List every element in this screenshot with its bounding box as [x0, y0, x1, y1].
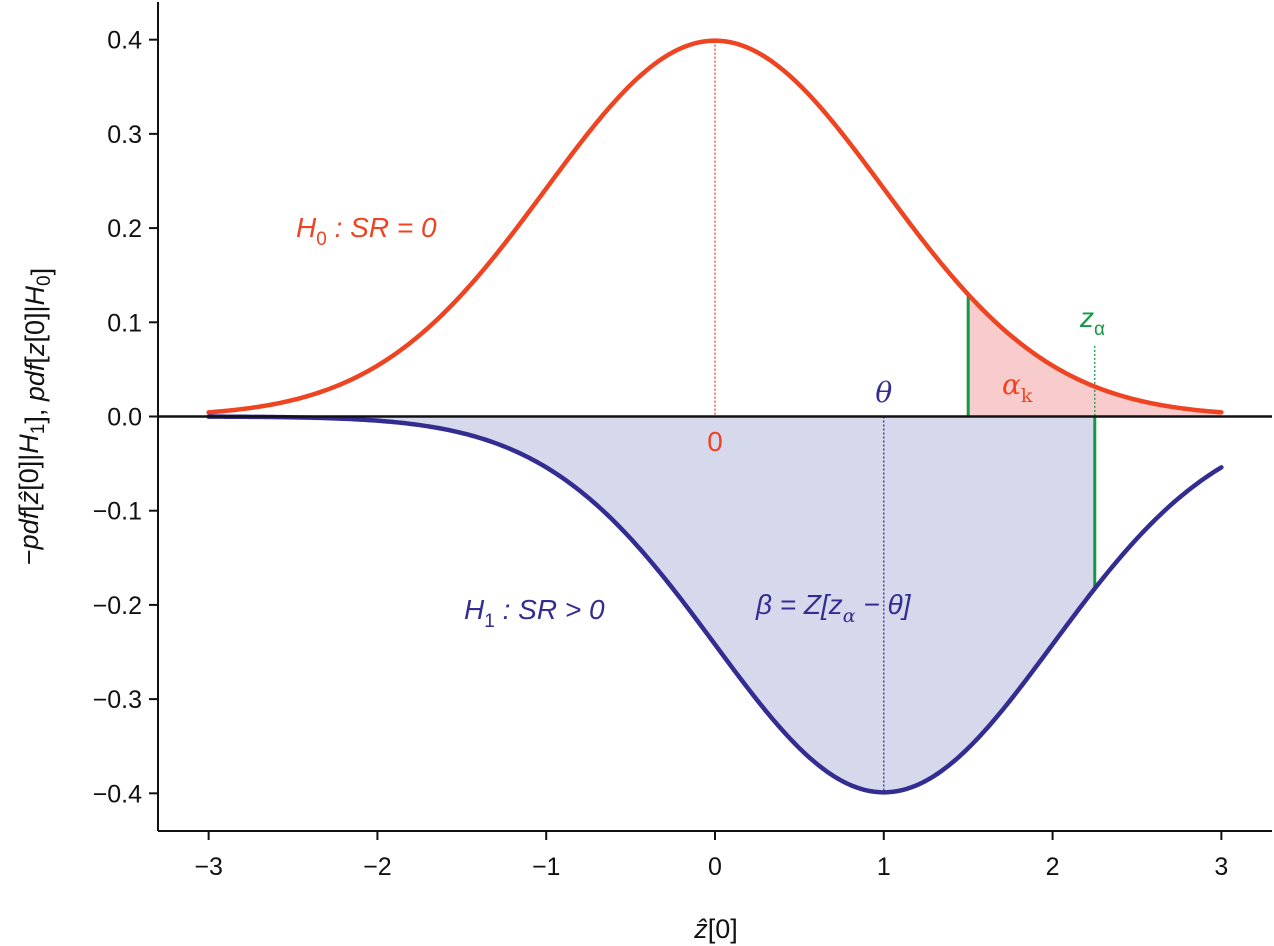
x-tick-label: 3 [1214, 853, 1228, 881]
y-tick-label: 0.0 [107, 404, 142, 432]
zero-label: 0 [707, 426, 723, 457]
y-tick-label: −0.4 [93, 780, 142, 808]
x-tick-label: 2 [1046, 853, 1060, 881]
y-tick-label: −0.3 [93, 686, 142, 714]
x-tick-label: 0 [708, 853, 722, 881]
y-tick-label: 0.2 [107, 215, 142, 243]
y-axis-label: −pdf[ẑ[0]|H1], pdf[z[0]|H0] [14, 268, 56, 565]
axes: 0.4 0.3 0.2 0.1 0.0 −0.1 −0.2 −0.3 −0.4 −3 −2 −1 0 1 2… [14, 2, 1272, 944]
x-tick-label: 1 [877, 853, 891, 881]
alpha-region [968, 294, 1222, 417]
y-tick-label: 0.3 [107, 121, 142, 149]
x-tick-label: −2 [363, 853, 392, 881]
h1-label: H1 : SR > 0 [464, 594, 605, 632]
x-tick-label: −1 [532, 853, 561, 881]
curves [206, 38, 1224, 795]
beta-region [208, 416, 1095, 793]
guide-lines [714, 40, 1097, 793]
alpha-k-label: αk [1002, 368, 1033, 407]
beta-label: β = Z[zα − θ] [755, 589, 912, 627]
h1-density-curve [206, 414, 1224, 795]
z-alpha-label: zα [1079, 302, 1105, 340]
y-tick-label: −0.1 [93, 498, 142, 526]
y-tick-label: 0.1 [107, 309, 142, 337]
y-tick-label: −0.2 [93, 592, 142, 620]
x-axis-label: ẑ[0] [693, 914, 738, 944]
shaded-regions [208, 294, 1222, 793]
y-tick-label: 0.4 [107, 27, 142, 55]
h0-label: H0 : SR = 0 [296, 212, 437, 250]
x-tick-label: −3 [194, 853, 223, 881]
annotations: H0 : SR = 0 H1 : SR > 0 αk zα θ 0 β = Z[zα − θ… [296, 212, 1105, 632]
theta-label: θ [875, 376, 892, 409]
h0-density-curve [206, 38, 1224, 415]
